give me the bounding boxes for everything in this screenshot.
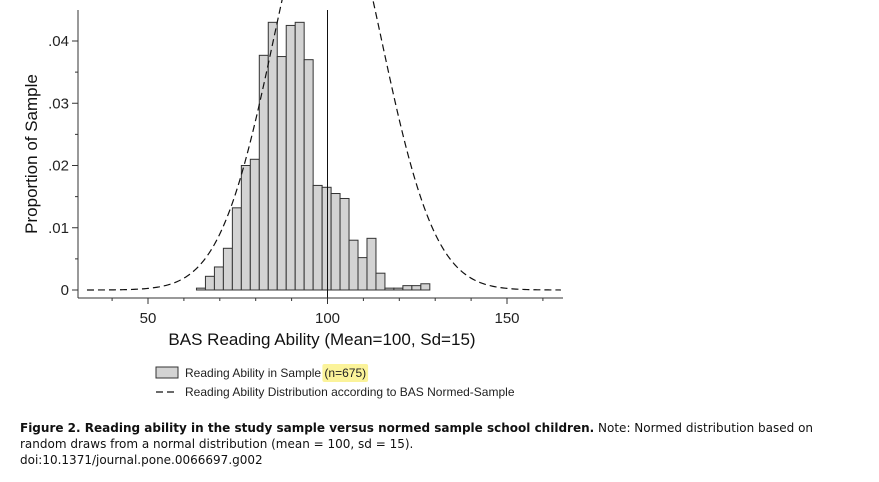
histogram-bar xyxy=(339,197,350,291)
histogram-bar xyxy=(294,21,305,291)
histogram-bar xyxy=(375,272,386,291)
histogram-bar xyxy=(330,193,341,291)
legend-histogram-label: Reading Ability in Sample (n=675) xyxy=(185,366,366,380)
legend-histogram-label-highlight: (n=675) xyxy=(324,366,366,380)
histogram-bars xyxy=(195,21,431,291)
caption-doi: doi:10.1371/journal.pone.0066697.g002 xyxy=(20,453,263,467)
y-axis-ticks: 0 .01 .02 .03 .04 xyxy=(48,33,78,299)
histogram-bar xyxy=(312,184,323,291)
histogram-bar xyxy=(249,158,260,291)
histogram-bar xyxy=(276,56,287,291)
histogram-bar xyxy=(411,285,422,291)
histogram-bar xyxy=(222,247,233,291)
histogram-bar xyxy=(285,24,296,291)
caption-note: Note: Normed distribution based on rando… xyxy=(20,421,814,451)
histogram-bar xyxy=(321,186,332,291)
histogram-bar xyxy=(195,287,206,291)
histogram-bar xyxy=(258,54,269,291)
histogram-bar xyxy=(357,257,368,291)
histogram-bar xyxy=(240,165,251,291)
y-tick-label: .01 xyxy=(48,220,69,237)
y-axis-title: Proportion of Sample xyxy=(22,74,41,234)
histogram-chart: 50 100 150 0 .01 .02 .03 .04 BAS Reading Abili… xyxy=(22,0,563,399)
legend-highlight xyxy=(322,364,369,382)
histogram-bar xyxy=(420,283,431,291)
x-tick-label: 50 xyxy=(140,310,157,327)
x-axis-title: BAS Reading Ability (Mean=100, Sd=15) xyxy=(168,330,475,349)
legend: Reading Ability in Sample (n=675) Readin… xyxy=(155,364,515,399)
histogram-bar xyxy=(384,287,395,291)
normal-curve-line xyxy=(86,0,561,291)
histogram-bar xyxy=(213,266,224,291)
y-tick-label: .02 xyxy=(48,158,69,175)
histogram-bar xyxy=(303,59,314,291)
legend-histogram-label-prefix: Reading Ability in Sample xyxy=(185,366,324,380)
x-tick-label: 150 xyxy=(494,310,519,327)
histogram-bar xyxy=(204,275,215,291)
legend-curve-label: Reading Ability Distribution according t… xyxy=(185,385,515,399)
legend-histogram-swatch xyxy=(155,366,179,379)
x-tick-label: 100 xyxy=(315,310,340,327)
histogram-bar xyxy=(348,239,359,291)
histogram-bar xyxy=(393,287,404,291)
figure-caption: Figure 2. Reading ability in the study s… xyxy=(20,420,860,468)
histogram-bar xyxy=(402,285,413,291)
histogram-bar xyxy=(267,21,278,291)
caption-title: Figure 2. Reading ability in the study s… xyxy=(20,421,595,435)
y-tick-label: .03 xyxy=(48,95,69,112)
y-tick-label: .04 xyxy=(48,33,69,50)
y-tick-label: 0 xyxy=(61,282,69,299)
x-axis-ticks: 50 100 150 xyxy=(111,298,544,327)
histogram-bar xyxy=(231,207,242,291)
histogram-bar xyxy=(366,237,377,291)
